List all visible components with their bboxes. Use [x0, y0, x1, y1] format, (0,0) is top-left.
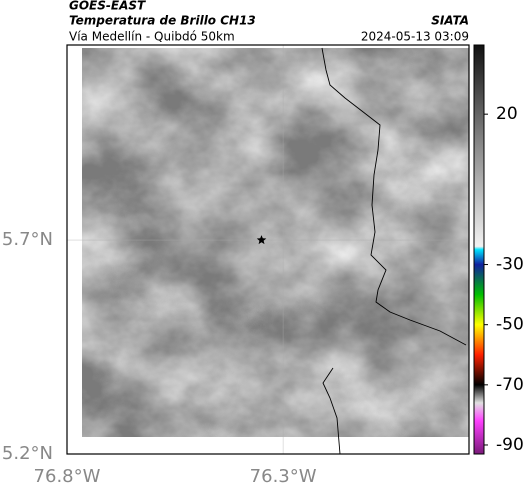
location-marker [256, 235, 267, 245]
colorbar-tick-label: -30 [496, 255, 524, 275]
subtitle: Temperatura de Brillo CH13 [69, 14, 256, 28]
colorbar [473, 44, 485, 455]
caption: Vía Medellín - Quibdó 50km [69, 30, 235, 44]
source: SIATA [431, 14, 469, 28]
y-tick-label: 5.2°N [2, 443, 53, 464]
satellite-clouds [82, 48, 469, 437]
border [322, 367, 341, 455]
colorbar-tick-label: -50 [496, 315, 524, 335]
map-frame [66, 44, 470, 455]
x-tick-label: 76.8°W [34, 466, 101, 487]
y-tick-label: 5.7°N [2, 229, 53, 250]
colorbar-tick-label: -90 [496, 435, 524, 455]
x-tick-label: 76.3°W [250, 466, 317, 487]
colorbar-tick-label: -70 [496, 375, 524, 395]
timestamp: 2024-05-13 03:09 [361, 30, 469, 44]
title: GOES-EAST [69, 0, 146, 13]
border [321, 47, 467, 346]
colorbar-tick-label: 20 [496, 104, 518, 124]
